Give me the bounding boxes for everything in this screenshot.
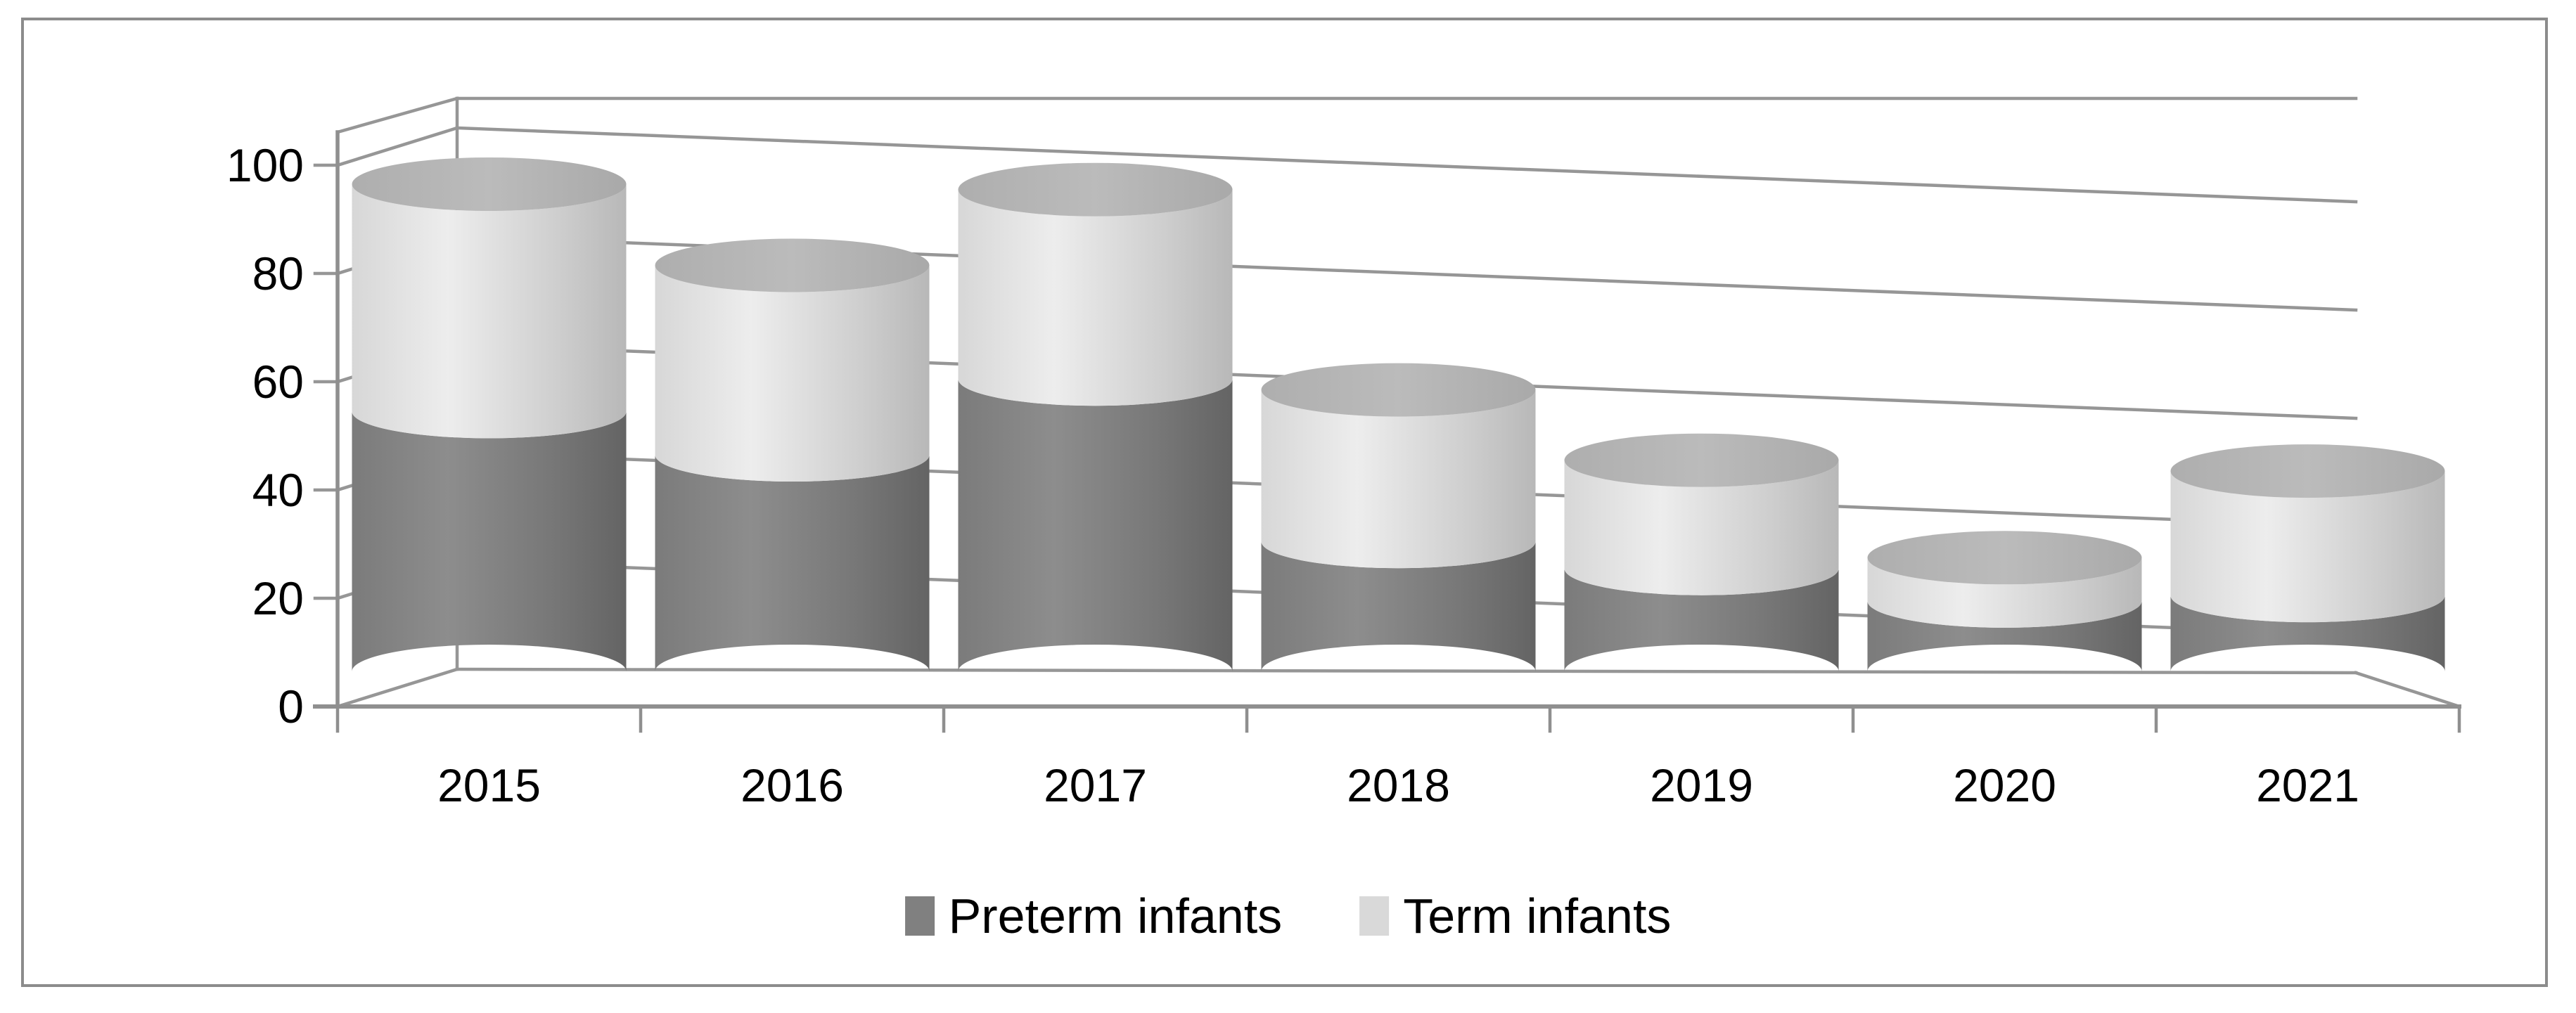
term-segment [352, 184, 627, 439]
y-axis-label: 80 [252, 247, 304, 299]
term-segment [1261, 389, 1536, 569]
gridline [455, 126, 2358, 204]
y-axis-label: 60 [252, 356, 304, 408]
term-segment [2170, 471, 2445, 623]
term-swatch-icon [1359, 896, 1390, 936]
bar-2019 [1564, 433, 1839, 671]
legend-item-term: Term infants [1359, 891, 1671, 941]
x-axis-label: 2017 [1044, 759, 1147, 811]
x-axis-label: 2020 [1953, 759, 2056, 811]
preterm-segment [958, 379, 1233, 671]
legend-item-preterm: Preterm infants [904, 889, 1283, 943]
bar-2017 [958, 162, 1233, 671]
preterm-swatch-icon [904, 896, 935, 936]
cylinder-cap [1261, 363, 1536, 417]
cylinder-cap [1564, 433, 1839, 487]
cylinder-cap [655, 238, 930, 292]
x-axis-label: 2018 [1347, 759, 1450, 811]
legend-label-preterm: Preterm infants [948, 889, 1283, 943]
legend-label-term: Term infants [1403, 889, 1672, 943]
bar-2015 [352, 157, 627, 671]
cylinder-cap [958, 162, 1233, 217]
preterm-segment [655, 455, 930, 671]
term-segment [958, 189, 1233, 406]
preterm-segment [1261, 541, 1536, 671]
y-axis-label: 40 [252, 464, 304, 516]
x-axis-label: 2016 [741, 759, 844, 811]
x-axis-label: 2015 [437, 759, 541, 811]
floor-right-edge [2354, 671, 2461, 709]
x-axis-label: 2019 [1650, 759, 1753, 811]
floor-back-edge [455, 667, 2358, 675]
preterm-segment [2170, 595, 2445, 671]
y-axis-label: 0 [278, 680, 304, 733]
preterm-segment [1867, 600, 2142, 671]
term-segment [1867, 557, 2142, 628]
wall-top-slant [335, 96, 459, 134]
y-axis-label: 20 [252, 572, 304, 624]
bar-2016 [655, 238, 930, 671]
bar-2021 [2170, 444, 2445, 671]
bar-2020 [1867, 531, 2142, 671]
bar-2018 [1261, 363, 1536, 671]
grid-slant [335, 126, 459, 167]
cylinder-cap [352, 157, 627, 211]
term-segment [655, 265, 930, 482]
x-axis-label: 2021 [2256, 759, 2359, 811]
cylinder-cap [2170, 444, 2445, 498]
y-axis-label: 100 [226, 139, 304, 191]
preterm-segment [352, 411, 627, 671]
cylinder-cap [1867, 531, 2142, 585]
grid-slant [335, 667, 459, 709]
term-segment [1564, 460, 1839, 595]
chart-legend: Preterm infants Term infants [904, 889, 1671, 943]
preterm-segment [1564, 568, 1839, 671]
